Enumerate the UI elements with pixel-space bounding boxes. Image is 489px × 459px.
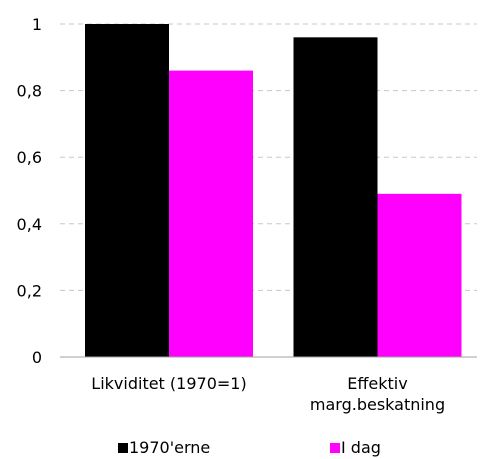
legend-swatch: [118, 443, 128, 453]
bar-series2-cat2: [377, 193, 462, 357]
category-labels: Likviditet (1970=1) Effektiv marg.beskatni…: [91, 374, 445, 414]
legend-label: 1970'erne: [129, 438, 210, 457]
legend: 1970'erne I dag: [118, 438, 381, 457]
y-tick-label: 0,6: [17, 148, 42, 167]
gridlines: [60, 23, 477, 291]
y-tick-label: 0: [32, 348, 42, 367]
y-tick-labels: 0 0,2 0,4 0,6 0,8 1: [17, 15, 42, 367]
y-tick-label: 0,4: [17, 215, 42, 234]
bar-series1-cat1: [85, 24, 169, 357]
bars: [85, 24, 462, 358]
x-category-label: Likviditet (1970=1): [91, 374, 246, 393]
y-tick-label: 0,8: [17, 82, 42, 101]
x-category-label: marg.beskatning: [310, 395, 445, 414]
x-category-label: Effektiv: [347, 374, 407, 393]
bar-series2-cat1: [169, 70, 253, 358]
bar-series1-cat2: [293, 37, 378, 357]
legend-label: I dag: [341, 438, 381, 457]
y-tick-label: 0,2: [17, 281, 42, 300]
legend-swatch: [330, 443, 340, 453]
y-tick-label: 1: [32, 15, 42, 34]
